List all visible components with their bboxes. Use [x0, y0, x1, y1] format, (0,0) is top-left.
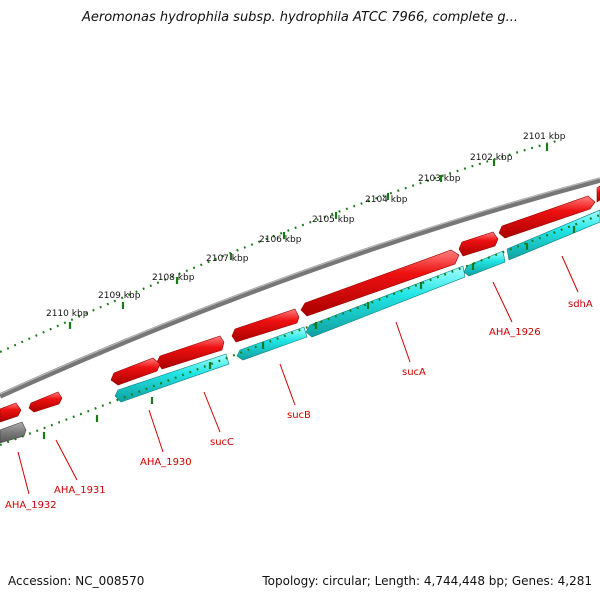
kbp-label: 2102 kbp — [470, 153, 513, 163]
gene-reverse[interactable] — [236, 326, 308, 361]
gene-label-sdhA[interactable]: sdhA — [568, 299, 593, 310]
kbp-label: 2103 kbp — [418, 174, 461, 184]
gene-label-sucA[interactable]: sucA — [402, 367, 426, 378]
kbp-label: 2105 kbp — [312, 215, 355, 225]
kbp-label: 2110 kbp — [46, 309, 89, 319]
gene-forward[interactable] — [28, 391, 63, 413]
gene-label-AHA_1931[interactable]: AHA_1931 — [54, 485, 106, 496]
accession-label: Accession: NC_008570 — [8, 574, 145, 588]
kbp-label: 2104 kbp — [365, 195, 408, 205]
gene-reverse[interactable] — [506, 209, 600, 261]
gene-forward[interactable] — [458, 231, 499, 257]
gene-forward[interactable] — [0, 402, 22, 423]
gene-label-sucB[interactable]: sucB — [287, 410, 311, 421]
genome-backbone — [0, 177, 600, 399]
gene-other[interactable] — [0, 421, 27, 444]
kbp-ruler-outer — [0, 138, 561, 354]
kbp-label: 2106 kbp — [259, 235, 302, 245]
gene-forward[interactable] — [498, 195, 596, 239]
kbp-major-ticks — [68, 144, 549, 329]
kbp-label: 2109 kbp — [98, 291, 141, 301]
kbp-label: 2107 kbp — [206, 254, 249, 264]
gene-label-AHA_1926[interactable]: AHA_1926 — [489, 327, 541, 338]
gene-reverse[interactable] — [305, 265, 466, 338]
gene-reverse[interactable] — [463, 250, 506, 277]
kbp-inner-ticks — [42, 226, 576, 439]
gene-forward[interactable] — [110, 357, 161, 386]
gene-label-AHA_1930[interactable]: AHA_1930 — [140, 457, 192, 468]
map-title: Aeromonas hydrophila subsp. hydrophila A… — [81, 10, 519, 25]
gene-reverse[interactable] — [114, 353, 230, 403]
kbp-label: 2108 kbp — [152, 273, 195, 283]
gene-label-leaders — [17, 255, 579, 495]
gene-forward[interactable] — [231, 308, 300, 343]
gene-label-sucC[interactable]: sucC — [210, 437, 234, 448]
forward-strand-genes — [0, 185, 600, 423]
reverse-strand-genes — [114, 209, 600, 403]
topology-summary: Topology: circular; Length: 4,744,448 bp… — [262, 574, 592, 588]
gene-label-AHA_1932[interactable]: AHA_1932 — [5, 500, 57, 511]
kbp-ruler-inner — [0, 213, 600, 447]
gene-forward[interactable] — [596, 185, 600, 203]
kbp-label: 2101 kbp — [523, 132, 566, 142]
gene-forward[interactable] — [300, 249, 460, 317]
